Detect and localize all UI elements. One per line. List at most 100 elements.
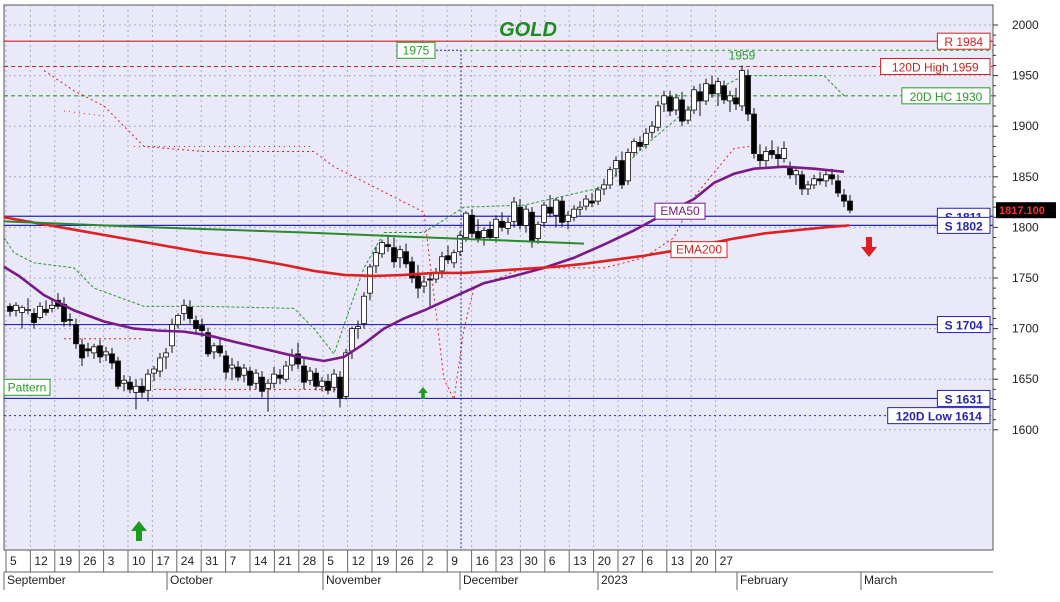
- candle-down: [709, 84, 715, 95]
- annotations: 1975 1959 EMA50 EMA200 Pattern: [3, 41, 993, 550]
- candle-up: [571, 208, 577, 218]
- candle-up: [451, 252, 457, 264]
- x-month-label: 2023: [601, 573, 628, 587]
- candle-up: [349, 328, 355, 352]
- candle-down: [829, 174, 835, 180]
- candle-up: [121, 379, 127, 384]
- x-axis: 5 12 19 26 3 10 17 24 31 7 14 21 28 5 12 19 26 2 9 16 23 30 6 1…: [3, 550, 993, 590]
- level-tag-box: [901, 87, 991, 105]
- candle-down: [7, 305, 13, 312]
- x-day-label: 5: [327, 554, 334, 568]
- candle-down: [835, 180, 841, 194]
- candle-up: [823, 174, 829, 182]
- candle-down: [277, 374, 283, 379]
- candle-up: [739, 70, 745, 107]
- candle-up: [169, 324, 175, 347]
- x-day-label: 2: [427, 554, 434, 568]
- candle-up: [91, 346, 97, 354]
- candle-down: [403, 251, 409, 265]
- candle-down: [817, 178, 823, 182]
- x-day-label: 26: [400, 554, 414, 568]
- x-month-label: December: [463, 573, 518, 587]
- candle-up: [649, 125, 655, 133]
- candle-down: [751, 113, 757, 154]
- level-tag-label: 120D Low 1614: [896, 410, 982, 424]
- x-day-label: 5: [10, 554, 17, 568]
- candle-down: [193, 320, 199, 329]
- candle-down: [79, 344, 85, 359]
- candle-up: [37, 305, 43, 318]
- level-tag-box: [936, 32, 991, 50]
- candle-down: [637, 141, 643, 147]
- candle-up: [601, 184, 607, 190]
- candle-up: [643, 132, 649, 145]
- last-price-label: 1817.100: [999, 205, 1045, 217]
- candle-down: [223, 355, 229, 373]
- buy-arrow-icon: [131, 521, 147, 541]
- candle-down: [325, 380, 331, 391]
- candle-down: [295, 353, 301, 365]
- candle-up: [265, 382, 271, 389]
- x-day-label: 20: [598, 554, 612, 568]
- candle-down: [313, 372, 319, 387]
- candle-up: [367, 266, 373, 294]
- x-day-label: 23: [500, 554, 514, 568]
- candle-down: [487, 229, 493, 238]
- y-axis: 1600 1650 1700 1750 1800 1850 1900 1950 2000 1817…: [993, 18, 1056, 437]
- candle-up: [379, 242, 385, 255]
- y-tick-label: 1750: [1012, 271, 1039, 285]
- candle-down: [409, 261, 415, 279]
- candle-up: [307, 370, 313, 381]
- candle-up: [25, 308, 31, 311]
- level-tag-box: [936, 316, 991, 334]
- candle-up: [607, 169, 613, 186]
- candle-down: [235, 366, 241, 378]
- candle-up: [655, 105, 661, 128]
- level-tag-label: S 1704: [945, 319, 983, 333]
- candle-down: [337, 376, 343, 399]
- candle-down: [847, 200, 853, 211]
- level-tag-label: 20D HC 1930: [910, 90, 983, 104]
- candle-down: [139, 385, 145, 393]
- x-day-label: 7: [230, 554, 237, 568]
- ema200-tag-box: [670, 241, 728, 259]
- candle-up: [397, 249, 403, 259]
- candle-up: [361, 295, 367, 324]
- x-day-label: 26: [83, 554, 97, 568]
- candle-up: [523, 208, 529, 226]
- candle-down: [187, 306, 193, 319]
- candle-up: [583, 198, 589, 207]
- candle-down: [619, 160, 625, 186]
- level-tag-label: S 1802: [945, 219, 983, 233]
- x-day-label: 14: [254, 554, 268, 568]
- annotation-1959: 1959: [729, 48, 756, 62]
- candle-up: [793, 170, 799, 176]
- candle-down: [559, 200, 565, 223]
- candle-up: [781, 148, 787, 159]
- candle-up: [331, 373, 337, 388]
- pattern-tag-box: [3, 378, 51, 396]
- level-tag-box: [880, 57, 991, 75]
- candle-up: [553, 199, 559, 216]
- candle-up: [181, 304, 187, 314]
- candle-up: [811, 178, 817, 186]
- x-day-label: 6: [646, 554, 653, 568]
- candle-up: [691, 89, 697, 111]
- candle-up: [439, 256, 445, 272]
- candle-down: [427, 278, 433, 281]
- candle-down: [757, 154, 763, 162]
- candle-down: [769, 150, 775, 155]
- candle-down: [745, 75, 751, 115]
- candle-up: [763, 151, 769, 162]
- candle-up: [229, 364, 235, 369]
- candle-down: [799, 174, 805, 190]
- ema200-tag: EMA200: [676, 243, 722, 257]
- candle-up: [271, 373, 277, 384]
- level-tag-box: [936, 389, 991, 407]
- candle-up: [505, 221, 511, 229]
- candle-up: [493, 218, 499, 238]
- y-tick-label: 1950: [1012, 69, 1039, 83]
- candle-up: [133, 385, 139, 393]
- candle-down: [733, 97, 739, 105]
